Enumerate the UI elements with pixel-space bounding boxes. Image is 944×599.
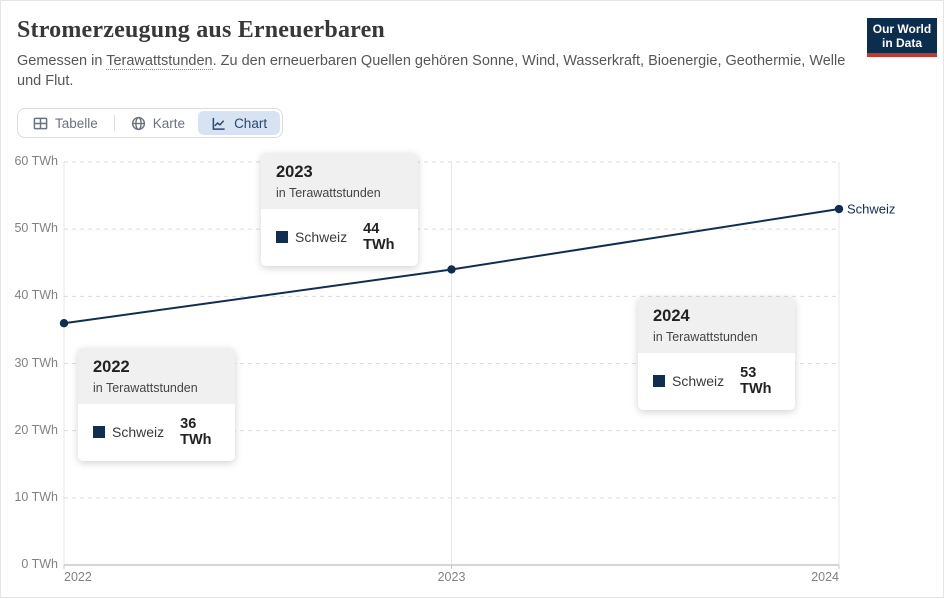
y-axis-tick-label: 20 TWh: [14, 422, 58, 437]
owid-logo[interactable]: Our World in Data: [867, 18, 937, 57]
tab-label: Karte: [152, 115, 186, 131]
tooltip-header: 2023 in Terawattstunden: [261, 153, 418, 209]
y-axis-tick-label: 30 TWh: [14, 355, 58, 370]
owid-logo-line1: Our World: [872, 22, 932, 36]
subtitle-text: . Zu den erneuerbaren Quellen gehören So…: [17, 53, 846, 89]
tab-tabelle[interactable]: Tabelle: [20, 111, 111, 135]
chart-subtitle: Gemessen in Terawattstunden. Zu den erne…: [17, 51, 859, 91]
data-point[interactable]: [834, 204, 844, 214]
tooltip-year: 2023: [276, 163, 313, 181]
owid-logo-line2: in Data: [881, 36, 922, 50]
tab-label: Tabelle: [55, 115, 98, 131]
tooltip-body: Schweiz 53 TWh: [638, 353, 795, 410]
x-axis-tick-label: 2022: [64, 570, 92, 584]
y-axis-tick-label: 40 TWh: [14, 288, 58, 303]
y-axis-tick-label: 10 TWh: [14, 489, 58, 504]
tooltip-year: 2024: [653, 307, 690, 325]
x-axis-tick-label: 2023: [437, 570, 466, 584]
tab-karte[interactable]: Karte: [118, 111, 198, 135]
tooltip-unit: in Terawattstunden: [93, 381, 198, 395]
y-axis-tick-label: 60 TWh: [14, 154, 58, 168]
tab-chart[interactable]: Chart: [198, 111, 281, 135]
tooltip-unit: in Terawattstunden: [276, 186, 381, 200]
tooltip-value: 36 TWh: [180, 416, 212, 448]
series-swatch: [93, 426, 105, 438]
tooltip-2023: 2023 in Terawattstunden Schweiz 44 TWh: [261, 153, 418, 266]
tab-label: Chart: [234, 115, 268, 131]
tooltip-entity: Schweiz: [672, 373, 725, 389]
tooltip-entity: Schweiz: [295, 229, 348, 245]
line-chart-icon: [211, 116, 227, 131]
x-axis-tick-label: 2024: [811, 570, 839, 584]
y-axis-tick-label: 0 TWh: [21, 557, 58, 571]
tooltip-value: 53 TWh: [740, 365, 772, 397]
tooltip-header: 2024 in Terawattstunden: [638, 297, 795, 353]
page-title: Stromerzeugung aus Erneuerbaren: [17, 17, 385, 43]
subtitle-text: Gemessen in: [17, 53, 107, 69]
data-point[interactable]: [59, 319, 69, 328]
tooltip-2024: 2024 in Terawattstunden Schweiz 53 TWh: [638, 297, 795, 410]
data-point[interactable]: [447, 265, 456, 274]
tooltip-value: 44 TWh: [363, 221, 395, 253]
tooltip-2022: 2022 in Terawattstunden Schweiz 36 TWh: [78, 348, 235, 461]
view-tabs: Tabelle Karte Chart: [17, 108, 284, 138]
y-axis-tick-label: 50 TWh: [14, 221, 58, 236]
globe-icon: [131, 116, 146, 131]
series-end-label[interactable]: Schweiz: [847, 202, 895, 217]
table-icon: [33, 116, 48, 131]
tooltip-entity: Schweiz: [112, 424, 165, 440]
subtitle-term-link[interactable]: Terawattstunden: [106, 53, 213, 70]
tab-divider: [113, 115, 115, 131]
tooltip-year: 2022: [93, 358, 130, 376]
tooltip-unit: in Terawattstunden: [653, 330, 758, 344]
tooltip-body: Schweiz 44 TWh: [261, 209, 418, 266]
series-swatch: [653, 375, 665, 387]
tooltip-body: Schweiz 36 TWh: [78, 404, 235, 461]
series-swatch: [276, 231, 288, 243]
tooltip-header: 2022 in Terawattstunden: [78, 348, 235, 404]
